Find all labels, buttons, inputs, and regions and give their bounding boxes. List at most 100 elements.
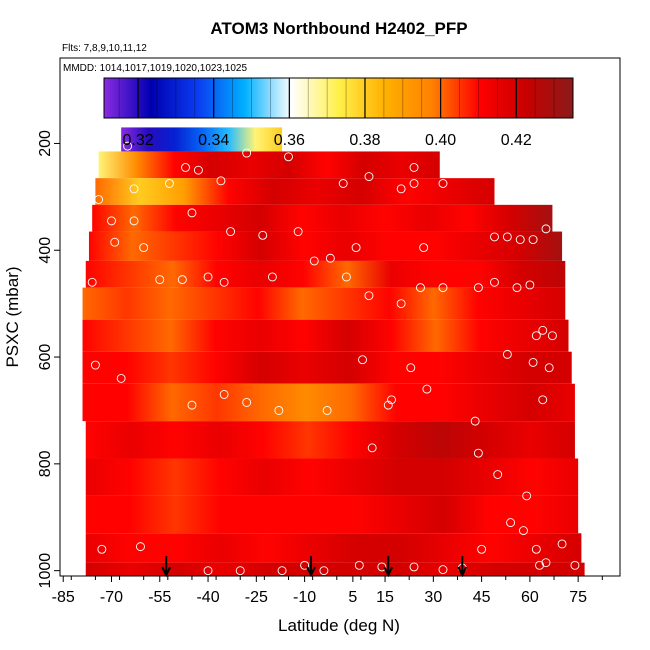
heatmap-band — [121, 127, 283, 152]
heatmap-band — [92, 204, 553, 232]
colorbar-tick-label: 0.32 — [122, 132, 153, 149]
sample-marker — [502, 232, 512, 242]
x-tick-label: -25 — [245, 589, 268, 606]
sample-marker — [531, 331, 541, 341]
x-tick-label: 5 — [348, 589, 357, 606]
heatmap-band — [85, 458, 579, 496]
sample-marker — [284, 152, 293, 162]
sample-marker — [438, 179, 448, 188]
sample-marker — [193, 165, 203, 175]
heatmap-band — [82, 383, 575, 422]
sample-marker — [438, 283, 448, 293]
sample-marker — [528, 235, 538, 245]
sample-marker — [300, 560, 310, 570]
heatmap — [82, 127, 585, 576]
y-axis: 200 400 600 800 1000 — [37, 130, 60, 588]
plot-frame — [59, 57, 621, 577]
heatmap-band — [85, 421, 575, 459]
heatmap-band — [88, 231, 563, 261]
sample-marker — [502, 349, 512, 359]
sample-marker — [177, 275, 187, 285]
y-axis-label: PSXC (mbar) — [3, 266, 22, 367]
x-tick-label: 75 — [569, 589, 587, 606]
colorbar: 0.32 0.34 0.36 0.38 0.40 0.42 — [103, 77, 574, 149]
sample-marker — [116, 373, 126, 383]
sample-marker — [136, 542, 145, 552]
sample-marker — [129, 184, 139, 194]
sample-marker — [419, 243, 429, 253]
sample-marker — [216, 176, 226, 186]
sample-marker — [90, 360, 100, 370]
sample-marker — [296, 138, 306, 148]
sample-marker — [477, 544, 487, 554]
sample-marker — [473, 283, 483, 293]
sample-marker — [470, 416, 480, 426]
sample-marker — [364, 291, 374, 301]
sample-marker — [181, 163, 190, 172]
sample-marker — [203, 272, 213, 282]
sample-marker — [110, 237, 120, 247]
sample-marker — [219, 389, 229, 399]
sample-marker — [541, 558, 551, 568]
x-tick-label: -40 — [196, 589, 219, 606]
x-tick-label: 15 — [376, 589, 394, 606]
sample-marker — [293, 227, 303, 237]
heatmap-band — [82, 351, 572, 384]
sample-marker — [235, 566, 245, 576]
x-tick-label: 60 — [521, 589, 539, 606]
heatmap-band — [82, 319, 569, 352]
sample-marker — [557, 539, 567, 549]
sample-marker — [547, 331, 557, 341]
sample-marker — [129, 216, 139, 226]
sample-marker — [338, 179, 348, 188]
y-tick-label: 200 — [37, 130, 54, 157]
latitude-arrows — [161, 556, 468, 578]
sample-marker — [538, 395, 548, 405]
sample-marker — [473, 448, 483, 458]
sample-marker — [97, 544, 107, 554]
sample-marker — [383, 400, 393, 410]
sample-marker — [322, 406, 332, 415]
sample-marker — [416, 283, 425, 293]
x-tick-label: -55 — [148, 589, 171, 606]
sample-marker — [139, 243, 149, 253]
sample-marker — [358, 355, 367, 365]
colorbar-tick-label: 0.40 — [425, 132, 456, 149]
sample-marker — [354, 560, 364, 570]
colorbar-gradient — [103, 77, 574, 119]
sample-marker — [351, 243, 361, 253]
sample-marker — [522, 491, 532, 501]
sample-marker — [187, 208, 197, 218]
flights-label: Flts: 7,8,9,10,11,12 — [62, 43, 147, 54]
x-tick-label: -85 — [52, 589, 75, 606]
sample-marker — [406, 363, 416, 373]
sample-marker — [422, 384, 432, 394]
sample-marker — [409, 179, 419, 188]
colorbar-tick-label: 0.36 — [274, 132, 305, 149]
arrow-marker — [383, 556, 394, 578]
heatmap-band — [85, 260, 566, 288]
colorbar-tick-label: 0.38 — [349, 132, 380, 149]
colorbar-tick-label: 0.34 — [198, 132, 229, 149]
sample-marker — [544, 363, 554, 373]
sample-marker — [155, 275, 165, 285]
y-tick-label: 600 — [37, 344, 54, 371]
x-tick-label: -10 — [293, 589, 316, 606]
sample-marker — [203, 566, 213, 576]
sample-marker — [493, 470, 503, 479]
sample-marker — [490, 232, 499, 242]
sample-marker — [387, 395, 396, 405]
sample-marker — [535, 560, 544, 570]
sample-marker — [541, 224, 551, 234]
arrow-marker — [306, 556, 316, 578]
heatmap-band — [85, 495, 579, 534]
sample-marker — [277, 566, 287, 576]
sample-marker — [274, 406, 284, 415]
x-tick-label: -70 — [100, 589, 123, 606]
heatmap-band — [95, 178, 495, 205]
sample-marker — [490, 277, 499, 287]
y-tick-label: 400 — [37, 237, 54, 264]
x-axis: -85 -70 -55 -40 -25 -10 5 15 30 45 60 75 — [52, 576, 603, 606]
sample-marker — [242, 397, 252, 407]
